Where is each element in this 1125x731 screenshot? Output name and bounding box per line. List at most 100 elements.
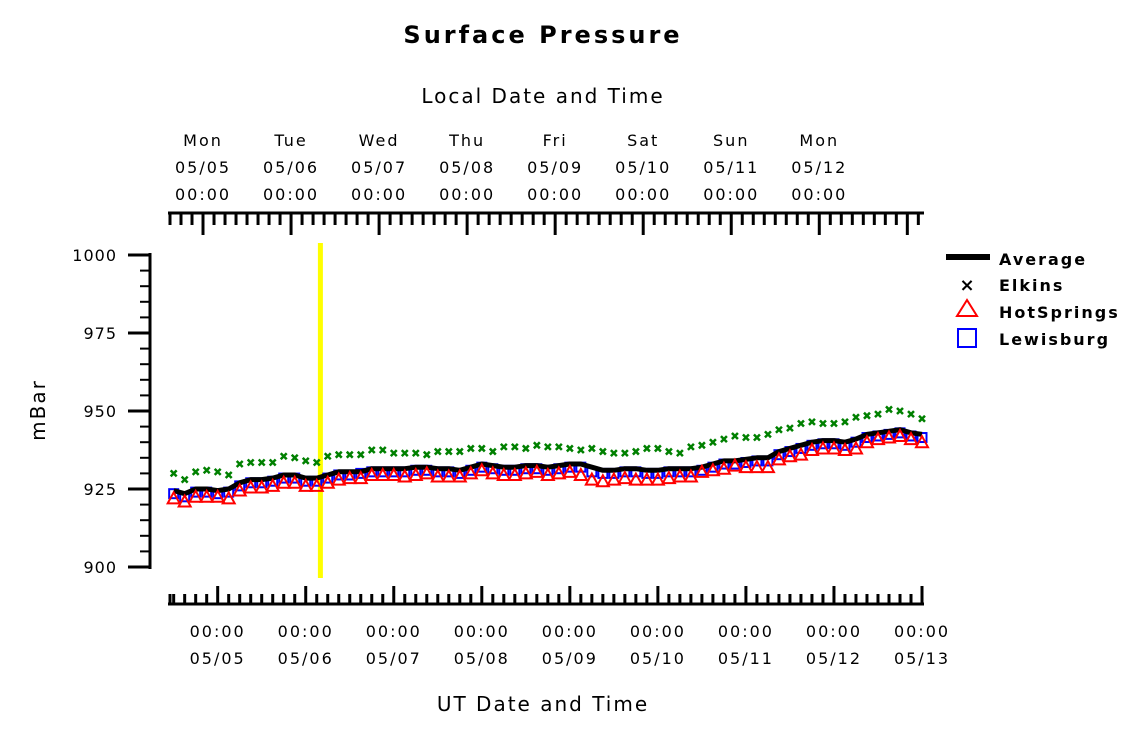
hotsprings-point: [463, 465, 479, 480]
elkins-point: [290, 453, 299, 462]
top-tick-label-time: 00:00: [703, 185, 759, 204]
elkins-point: [554, 442, 563, 451]
elkins-point: [411, 449, 420, 458]
elkins-point: [620, 449, 629, 458]
elkins-point: [587, 444, 596, 453]
elkins-point: [687, 442, 695, 451]
hotsprings-point: [738, 459, 754, 474]
y-axis-title: mBar: [26, 379, 50, 441]
hotsprings-point: [419, 465, 435, 480]
elkins-point: [345, 450, 354, 459]
hotsprings-point: [551, 465, 567, 480]
elkins-point: [477, 444, 486, 453]
bottom-tick-label-time: 00:00: [190, 622, 246, 641]
elkins-point: [852, 413, 860, 422]
legend-label-lewisburg: Lewisburg: [999, 330, 1110, 349]
elkins-point: [378, 446, 387, 454]
legend-label-average: Average: [999, 250, 1087, 269]
top-tick-label-date: 05/05: [175, 158, 231, 177]
hotsprings-point: [342, 469, 358, 485]
elkins-point: [565, 444, 574, 453]
bottom-tick-label-date: 05/06: [278, 649, 334, 668]
hotsprings-point: [683, 468, 699, 483]
bottom-tick-label-time: 00:00: [806, 622, 862, 641]
hotsprings-point: [496, 466, 512, 481]
bottom-tick-label-date: 05/10: [630, 649, 686, 668]
top-tick-label-day: Sat: [627, 131, 659, 150]
hotsprings-point: [760, 459, 776, 474]
elkins-point: [466, 444, 475, 453]
hotsprings-point: [243, 479, 259, 494]
hotsprings-point: [661, 469, 677, 485]
hotsprings-point: [672, 468, 688, 483]
hotsprings-point: [331, 471, 347, 486]
elkins-point: [764, 430, 772, 439]
legend-label-elkins: Elkins: [999, 276, 1064, 295]
elkins-point: [455, 447, 464, 456]
hotsprings-point: [903, 430, 919, 446]
legend-label-hotsprings: HotSprings: [999, 303, 1120, 322]
legend-item-elkins: × Elkins: [959, 275, 1064, 296]
hotsprings-point: [485, 465, 501, 480]
elkins-point: [753, 433, 761, 442]
elkins-point: [510, 442, 519, 451]
top-tick-label-time: 00:00: [439, 185, 495, 204]
hotsprings-point: [716, 460, 732, 475]
hotsprings-point: [793, 446, 809, 461]
hotsprings-point: [870, 430, 886, 446]
elkins-point: [488, 447, 497, 456]
y-tick-label: 950: [83, 402, 117, 421]
elkins-point: [720, 435, 728, 443]
legend-item-average: Average: [946, 250, 1087, 269]
elkins-point: [709, 438, 717, 447]
elkins-point: [731, 432, 739, 440]
elkins-point: [642, 444, 651, 453]
elkins-point: [499, 442, 508, 451]
elkins-point: [213, 467, 222, 476]
hotsprings-point: [782, 448, 798, 463]
elkins-point: [521, 444, 530, 453]
elkins-point: [389, 449, 398, 458]
bottom-tick-label-time: 00:00: [630, 622, 686, 641]
hotsprings-point: [771, 451, 787, 466]
top-tick-label-time: 00:00: [175, 185, 231, 204]
hotsprings-point: [727, 457, 743, 472]
bottom-tick-label-date: 05/07: [366, 649, 422, 668]
hotsprings-point: [386, 466, 402, 481]
x-axis-title: UT Date and Time: [437, 692, 649, 716]
chart-title: Surface Pressure: [403, 21, 682, 49]
bottom-tick-label-date: 05/11: [718, 649, 774, 668]
hotsprings-point: [595, 473, 611, 488]
elkins-point: [180, 475, 189, 484]
elkins-point: [301, 457, 310, 465]
hotsprings-point: [507, 466, 523, 481]
hotsprings-point: [540, 466, 556, 481]
elkins-point: [235, 460, 244, 468]
elkins-point: [841, 418, 849, 426]
elkins-point: [334, 450, 343, 459]
hotsprings-point: [187, 488, 204, 503]
top-tick-label-date: 05/12: [791, 158, 847, 177]
elkins-point: [169, 469, 178, 478]
hotsprings-point: [320, 474, 336, 489]
elkins-point: [819, 419, 827, 428]
elkins-point: [532, 441, 541, 450]
hotsprings-point: [881, 429, 897, 444]
y-tick-label: 900: [83, 558, 117, 577]
elkins-point: [543, 442, 552, 451]
legend-swatch-elkins: ×: [959, 275, 974, 296]
hotsprings-point: [705, 462, 721, 477]
series-average: [173, 427, 923, 497]
top-tick-label-date: 05/08: [439, 158, 495, 177]
top-tick-label-time: 00:00: [527, 185, 583, 204]
elkins-point: [323, 452, 332, 461]
hotsprings-point: [914, 434, 930, 449]
hotsprings-point: [441, 468, 457, 483]
top-tick-label-day: Fri: [543, 131, 568, 150]
top-axis-title: Local Date and Time: [421, 84, 664, 108]
elkins-point: [786, 424, 794, 433]
top-tick-label-time: 00:00: [263, 185, 319, 204]
y-tick-label: 925: [83, 480, 117, 499]
hotsprings-point: [221, 490, 237, 505]
